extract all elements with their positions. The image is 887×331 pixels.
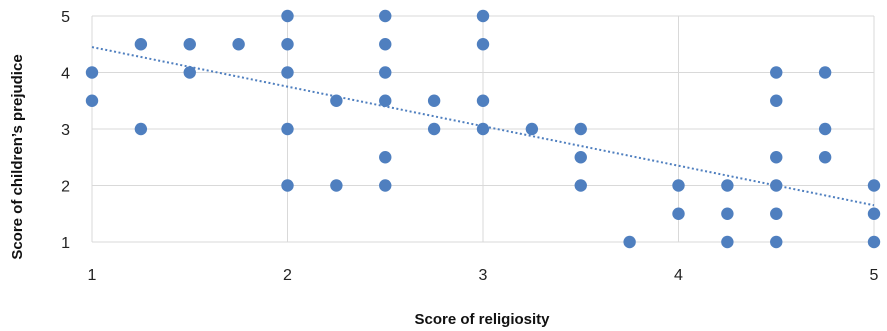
data-point [721, 207, 734, 220]
data-point [330, 94, 343, 107]
data-point [770, 235, 783, 249]
x-tick-label: 5 [870, 267, 879, 284]
data-point [281, 38, 294, 51]
y-tick-label: 5 [61, 9, 70, 26]
data-point [476, 94, 490, 107]
y-tick-label: 1 [61, 235, 70, 252]
x-tick-labels: 1 2 3 4 5 [88, 267, 879, 284]
data-point [281, 122, 294, 136]
data-point [183, 38, 196, 51]
data-point [379, 179, 392, 192]
data-point [770, 66, 783, 79]
data-point [770, 179, 783, 192]
data-point [379, 66, 392, 79]
data-point [721, 179, 734, 192]
data-point [770, 207, 783, 220]
data-point [770, 94, 783, 107]
x-tick-label: 4 [674, 267, 683, 284]
data-point [427, 122, 441, 136]
data-point [134, 122, 148, 136]
data-point [721, 235, 734, 249]
data-point [623, 235, 636, 249]
data-point [379, 38, 392, 51]
y-tick-label: 4 [61, 66, 70, 83]
data-point [476, 122, 490, 136]
y-tick-label: 2 [61, 179, 70, 196]
y-tick-labels: 1 2 3 4 5 [61, 9, 70, 252]
data-point [281, 66, 294, 79]
data-point [818, 122, 832, 136]
data-point [525, 122, 539, 136]
x-tick-label: 2 [283, 267, 292, 284]
data-point [281, 9, 294, 23]
data-point [379, 94, 392, 107]
x-tick-label: 3 [479, 267, 488, 284]
data-point [427, 94, 441, 107]
data-point [867, 179, 881, 192]
data-point [134, 38, 148, 51]
data-point [672, 207, 685, 220]
data-point [574, 151, 587, 164]
x-tick-label: 1 [88, 267, 97, 284]
data-point [281, 179, 294, 192]
data-point [867, 235, 881, 249]
data-point [330, 179, 343, 192]
data-point [232, 38, 245, 51]
x-axis-title: Score of religiosity [414, 311, 550, 328]
data-point [867, 207, 881, 220]
data-point [379, 9, 392, 23]
data-point [574, 122, 587, 136]
data-point [85, 66, 99, 79]
y-axis-title: Score of children’s prejudice [9, 54, 26, 259]
data-point [574, 179, 587, 192]
data-points [85, 9, 881, 249]
data-point [476, 38, 490, 51]
y-tick-label: 3 [61, 122, 70, 139]
data-point [818, 66, 832, 79]
data-point [85, 94, 99, 107]
data-point [183, 66, 196, 79]
data-point [476, 9, 490, 23]
data-point [379, 151, 392, 164]
data-point [818, 151, 832, 164]
data-point [770, 151, 783, 164]
data-point [672, 179, 685, 192]
